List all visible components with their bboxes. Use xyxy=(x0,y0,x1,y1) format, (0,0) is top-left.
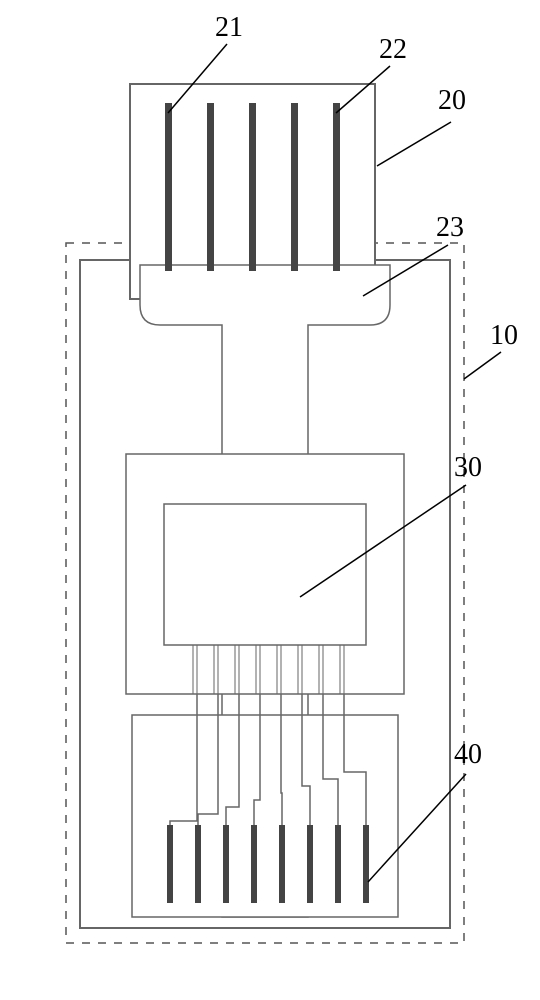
label-40: 40 xyxy=(454,739,482,771)
diagram-svg xyxy=(0,0,540,1000)
label-23: 23 xyxy=(436,212,464,244)
label-30: 30 xyxy=(454,452,482,484)
label-22: 22 xyxy=(379,34,407,66)
label-20: 20 xyxy=(438,85,466,117)
label-21: 21 xyxy=(215,12,243,44)
label-10: 10 xyxy=(490,320,518,352)
diagram-canvas: 21 22 20 23 10 30 40 xyxy=(0,0,540,1000)
